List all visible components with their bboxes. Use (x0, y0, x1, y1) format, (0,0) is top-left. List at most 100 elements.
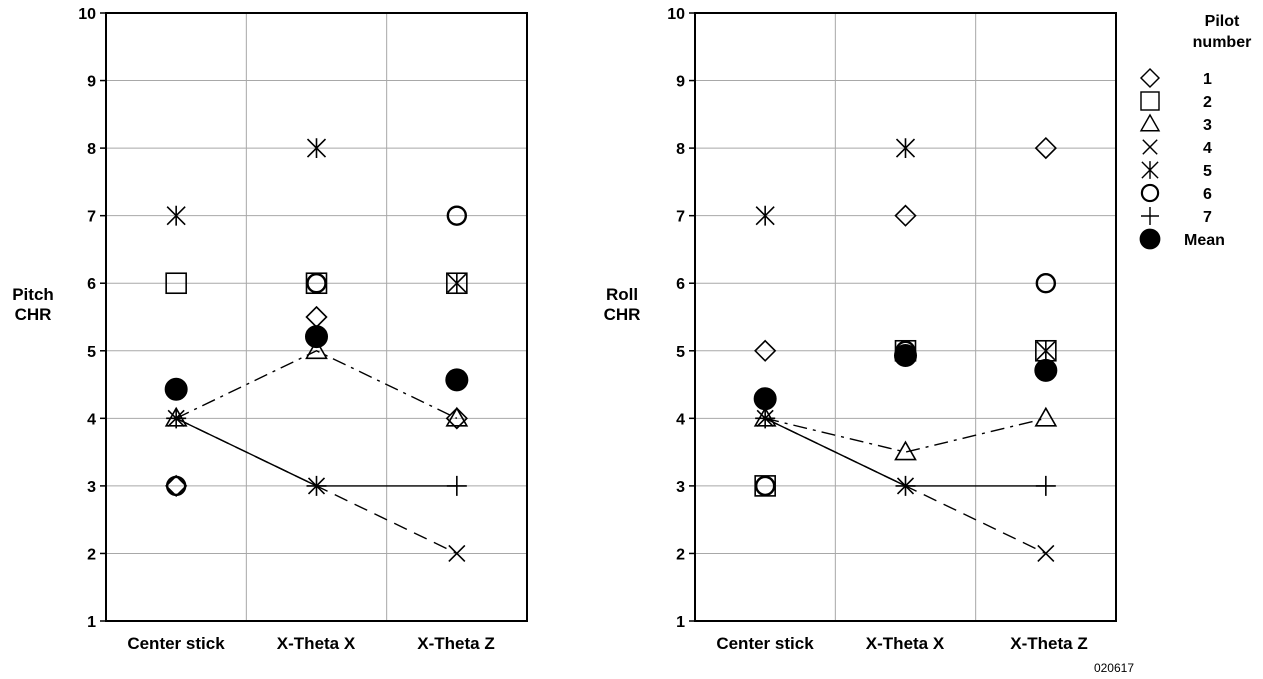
data-point-pilot-3 (894, 440, 917, 461)
data-point-pilot-4 (1037, 544, 1055, 563)
data-point-pilot-mean (305, 325, 328, 349)
y-tick-label: 8 (676, 141, 685, 158)
plot-frame (694, 12, 1117, 622)
data-point-pilot-mean (164, 377, 188, 401)
legend-item: 2 (1140, 91, 1212, 111)
x-category-label: Center stick (127, 634, 225, 653)
y-tick-label: 9 (87, 74, 96, 91)
legend-item: 4 (1142, 139, 1212, 157)
legend-item: 7 (1141, 207, 1212, 226)
data-point-pilot-5 (166, 205, 186, 226)
series-line-pilot-3 (175, 350, 458, 419)
data-point-pilot-1 (1034, 136, 1057, 160)
data-point-pilot-5 (447, 273, 467, 294)
y-axis-label-line: Roll (606, 285, 638, 304)
series-line-pilot-7 (175, 417, 457, 487)
data-point-pilot-5 (306, 138, 327, 159)
y-tick-label: 7 (676, 209, 685, 226)
y-tick-label: 6 (676, 276, 685, 293)
data-point-pilot-1 (305, 305, 328, 329)
x-category-label: X-Theta X (866, 634, 945, 653)
data-point-pilot-4 (448, 544, 466, 563)
gridlines (106, 13, 527, 621)
data-point-pilot-3 (445, 406, 469, 427)
legend-label: 6 (1203, 186, 1212, 203)
legend-marker-3 (1139, 113, 1161, 132)
legend-item: Mean (1139, 228, 1225, 250)
data-point-pilot-7 (895, 475, 916, 496)
data-point-pilot-mean (445, 368, 469, 392)
x-category-label: X-Theta Z (417, 634, 494, 653)
y-tick-label: 2 (87, 546, 96, 563)
legend-item: 5 (1141, 161, 1212, 180)
data-point-pilot-7 (306, 475, 327, 496)
data-point-pilot-6 (1035, 273, 1057, 294)
data-point-pilot-5 (1036, 340, 1056, 361)
legend-label: 3 (1203, 117, 1212, 134)
legend-item: 6 (1140, 183, 1212, 203)
data-point-pilot-5 (895, 138, 916, 159)
data-point-pilot-mean (894, 344, 917, 368)
data-point-pilot-3 (305, 339, 328, 360)
legend-marker-5 (1141, 161, 1159, 179)
y-tick-label: 4 (87, 411, 96, 428)
y-axis-label-line: CHR (604, 305, 641, 324)
data-point-pilot-5 (755, 205, 775, 226)
data-point-pilot-7 (755, 408, 776, 429)
legend-label: 7 (1203, 209, 1212, 226)
y-axis: 1 2 3 4 5 6 7 8 9 10 (667, 6, 695, 631)
legend-label: 4 (1203, 140, 1212, 157)
y-tick-label: 7 (87, 209, 96, 226)
data-point-pilot-3 (1034, 406, 1058, 427)
data-point-pilot-mean (1034, 358, 1058, 382)
legend-title: Pilot number (1193, 13, 1252, 51)
x-category-label: X-Theta X (277, 634, 356, 653)
pitch-chr-chart: 1 2 3 4 5 6 7 8 9 10 Pitch CHR Center stick X-Theta X… (12, 6, 528, 653)
y-tick-label: 5 (676, 344, 685, 361)
pilot-legend: Pilot number 1 2 3 4 5 6 7 Mean (1139, 13, 1252, 250)
y-axis-label-line: Pitch (12, 285, 54, 304)
data-point-pilot-mean (753, 387, 777, 411)
legend-marker-1 (1139, 67, 1161, 89)
y-tick-label: 9 (676, 74, 685, 91)
y-tick-label: 3 (87, 479, 96, 496)
legend-label: 2 (1203, 94, 1212, 111)
x-category-label: X-Theta Z (1010, 634, 1087, 653)
legend-marker-4 (1142, 139, 1158, 155)
legend-label: 1 (1203, 71, 1212, 88)
data-point-pilot-6 (165, 475, 187, 497)
y-tick-label: 3 (676, 479, 685, 496)
x-category-label: Center stick (716, 634, 814, 653)
figure-number: 020617 (1094, 661, 1134, 675)
data-point-pilot-1 (445, 407, 468, 430)
series-line-pilot-3 (765, 417, 1046, 453)
gridlines (695, 13, 1116, 621)
y-tick-label: 1 (676, 614, 685, 631)
legend-marker-6 (1140, 183, 1160, 203)
y-tick-label: 10 (667, 6, 685, 23)
y-axis: 1 2 3 4 5 6 7 8 9 10 (78, 6, 106, 631)
data-point-pilot-1 (754, 339, 777, 362)
data-point-pilot-2 (165, 272, 187, 295)
y-axis-label-line: CHR (15, 305, 52, 324)
data-point-pilot-2 (446, 272, 468, 295)
data-point-pilot-7 (1035, 475, 1056, 496)
roll-chr-chart: 1 2 3 4 5 6 7 8 9 10 Roll CHR Center stick X-Theta X X… (604, 6, 1117, 653)
legend-label: Mean (1184, 232, 1225, 249)
y-axis-label: Roll CHR (604, 285, 641, 324)
data-point-pilot-7 (166, 408, 187, 429)
legend-marker-2 (1140, 91, 1160, 111)
legend-title-line: number (1193, 34, 1252, 51)
legend-item: 1 (1139, 67, 1212, 89)
legend-marker-mean (1139, 228, 1161, 250)
y-tick-label: 2 (676, 546, 685, 563)
data-point-pilot-6 (754, 475, 776, 497)
legend-item: 3 (1139, 113, 1212, 134)
plot-frame (105, 12, 528, 622)
data-point-pilot-6 (306, 273, 327, 294)
y-tick-label: 1 (87, 614, 96, 631)
legend-marker-7 (1141, 207, 1159, 225)
y-tick-label: 5 (87, 344, 96, 361)
legend-title-line: Pilot (1205, 13, 1240, 30)
